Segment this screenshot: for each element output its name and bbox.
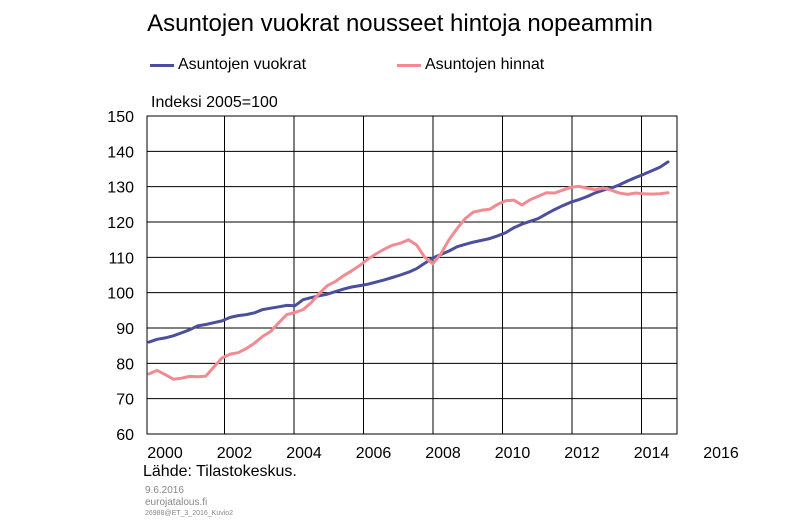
legend-item-rents: Asuntojen vuokrat [150,56,306,74]
y-tick-label: 120 [107,215,134,232]
x-tick-label: 2004 [286,445,322,462]
source-note: Lähde: Tilastokeskus. [143,463,297,480]
legend-item-prices: Asuntojen hinnat [397,56,544,74]
y-tick-label: 140 [107,144,134,161]
y-tick-label: 100 [107,286,134,303]
x-tick-label: 2010 [495,445,531,462]
x-tick-label: 2014 [634,445,670,462]
x-tick-labels: 2000 2002 2004 2006 2008 2010 2012 2014 2016 [147,445,739,462]
legend-label-prices: Asuntojen hinnat [425,56,545,73]
legend-label-rents: Asuntojen vuokrat [178,56,307,73]
series-line-rents [147,160,670,344]
y-tick-label: 60 [116,427,134,444]
y-axis-unit-label: Indeksi 2005=100 [151,94,278,111]
series-lines [147,160,670,381]
legend-swatch-rents [150,63,174,67]
site-name: eurojatalous.fi [145,497,208,508]
y-tick-labels: 60 70 80 90 100 110 120 130 140 150 [107,109,134,444]
legend: Asuntojen vuokrat Asuntojen hinnat [0,56,800,76]
x-tick-label: 2002 [217,445,253,462]
y-tick-label: 80 [116,356,134,373]
plot-frame [146,115,678,435]
x-tick-label: 2012 [564,445,600,462]
legend-swatch-prices [397,63,421,67]
chart-title: Asuntojen vuokrat nousseet hintoja nopea… [147,10,653,37]
x-tick-label: 2016 [703,445,739,462]
y-tick-label: 130 [107,180,134,197]
y-tick-label: 70 [116,392,134,409]
y-tick-label: 110 [108,250,134,267]
x-tick-label: 2000 [147,445,183,462]
chart-code: 26988@ET_3_2016_Kuvio2 [145,510,234,517]
series-line-prices [147,184,670,381]
y-tick-label: 90 [116,321,134,338]
x-tick-label: 2006 [356,445,392,462]
grid-lines [147,116,677,434]
x-tick-label: 2008 [425,445,461,462]
publish-date: 9.6.2016 [145,485,184,496]
y-tick-label: 150 [107,109,134,126]
